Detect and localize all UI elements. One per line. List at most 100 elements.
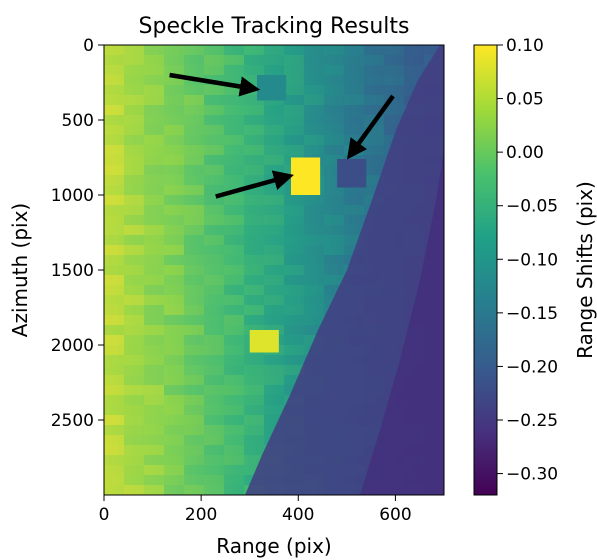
texture-cell bbox=[304, 235, 324, 245]
texture-cell bbox=[124, 95, 144, 105]
texture-cell bbox=[104, 305, 124, 315]
texture-cell bbox=[204, 345, 224, 355]
texture-cell bbox=[144, 95, 164, 105]
texture-cell bbox=[204, 145, 224, 155]
texture-cell bbox=[184, 175, 204, 185]
texture-cell bbox=[104, 475, 124, 485]
texture-cell bbox=[284, 95, 304, 105]
texture-cell bbox=[304, 75, 324, 85]
texture-cell bbox=[244, 195, 264, 205]
annotation-layer bbox=[169, 72, 395, 199]
texture-cell bbox=[224, 395, 244, 405]
texture-cell bbox=[224, 165, 244, 175]
texture-cell bbox=[244, 285, 264, 295]
y-axis-label: Azimuth (pix) bbox=[8, 203, 32, 337]
texture-cell bbox=[364, 165, 384, 175]
texture-cell bbox=[204, 115, 224, 125]
texture-cell bbox=[124, 475, 144, 485]
texture-cell bbox=[264, 275, 284, 285]
texture-cell bbox=[244, 355, 264, 365]
texture-cell bbox=[104, 195, 124, 205]
x-tick-label: 200 bbox=[185, 505, 217, 525]
texture-cell bbox=[284, 65, 304, 75]
texture-cell bbox=[224, 425, 244, 435]
texture-cell bbox=[164, 245, 184, 255]
texture-cell bbox=[304, 295, 324, 305]
texture-cell bbox=[224, 225, 244, 235]
x-tick-label: 600 bbox=[379, 505, 411, 525]
texture-cell bbox=[204, 245, 224, 255]
texture-cell bbox=[144, 85, 164, 95]
texture-cell bbox=[144, 145, 164, 155]
texture-cell bbox=[224, 45, 244, 55]
texture-cell bbox=[124, 385, 144, 395]
texture-cell bbox=[104, 65, 124, 75]
texture-cell bbox=[244, 165, 264, 175]
texture-cell bbox=[264, 295, 284, 305]
texture-cell bbox=[264, 165, 284, 175]
texture-cell bbox=[124, 185, 144, 195]
texture-cell bbox=[144, 435, 164, 445]
texture-cell bbox=[224, 325, 244, 335]
texture-cell bbox=[264, 55, 284, 65]
texture-cell bbox=[184, 275, 204, 285]
texture-cell bbox=[144, 415, 164, 425]
texture-cell bbox=[164, 65, 184, 75]
texture-cell bbox=[284, 325, 304, 335]
texture-cell bbox=[344, 195, 364, 205]
y-tick-label: 1500 bbox=[51, 261, 94, 281]
texture-cell bbox=[324, 235, 344, 245]
texture-cell bbox=[144, 235, 164, 245]
texture-cell bbox=[244, 205, 264, 215]
texture-cell bbox=[164, 405, 184, 415]
texture-cell bbox=[404, 75, 424, 85]
texture-cell bbox=[164, 95, 184, 105]
texture-cell bbox=[324, 175, 344, 185]
texture-cell bbox=[204, 295, 224, 305]
texture-cell bbox=[104, 385, 124, 395]
texture-cell bbox=[284, 135, 304, 145]
texture-cell bbox=[304, 205, 324, 215]
texture-cell bbox=[184, 65, 204, 75]
texture-cell bbox=[104, 155, 124, 165]
texture-cell bbox=[164, 465, 184, 475]
texture-cell bbox=[104, 135, 124, 145]
texture-cell bbox=[184, 155, 204, 165]
texture-cell bbox=[324, 125, 344, 135]
texture-cell bbox=[264, 145, 284, 155]
texture-cell bbox=[284, 375, 304, 385]
texture-cell bbox=[224, 125, 244, 135]
texture-cell bbox=[244, 215, 264, 225]
texture-cell bbox=[124, 455, 144, 465]
texture-cell bbox=[204, 105, 224, 115]
texture-cell bbox=[364, 75, 384, 85]
colorbar-tick-label: −0.10 bbox=[506, 250, 558, 270]
texture-cell bbox=[184, 265, 204, 275]
texture-cell bbox=[384, 75, 404, 85]
texture-cell bbox=[184, 305, 204, 315]
texture-cell bbox=[244, 445, 264, 455]
texture-cell bbox=[184, 165, 204, 175]
texture-cell bbox=[264, 235, 284, 245]
texture-cell bbox=[284, 305, 304, 315]
texture-cell bbox=[304, 215, 324, 225]
texture-cell bbox=[244, 145, 264, 155]
texture-cell bbox=[224, 405, 244, 415]
texture-cell bbox=[104, 185, 124, 195]
texture-cell bbox=[164, 475, 184, 485]
texture-cell bbox=[224, 455, 244, 465]
texture-cell bbox=[224, 475, 244, 485]
texture-cell bbox=[344, 215, 364, 225]
texture-cell bbox=[144, 305, 164, 315]
texture-cell bbox=[124, 85, 144, 95]
texture-cell bbox=[144, 75, 164, 85]
texture-cell bbox=[324, 255, 344, 265]
texture-cell bbox=[204, 205, 224, 215]
texture-cell bbox=[104, 165, 124, 175]
texture-cell bbox=[384, 45, 404, 55]
annotation-arrow bbox=[169, 72, 261, 97]
texture-cell bbox=[104, 455, 124, 465]
texture-cell bbox=[184, 105, 204, 115]
texture-cell bbox=[144, 285, 164, 295]
texture-cell bbox=[324, 245, 344, 255]
